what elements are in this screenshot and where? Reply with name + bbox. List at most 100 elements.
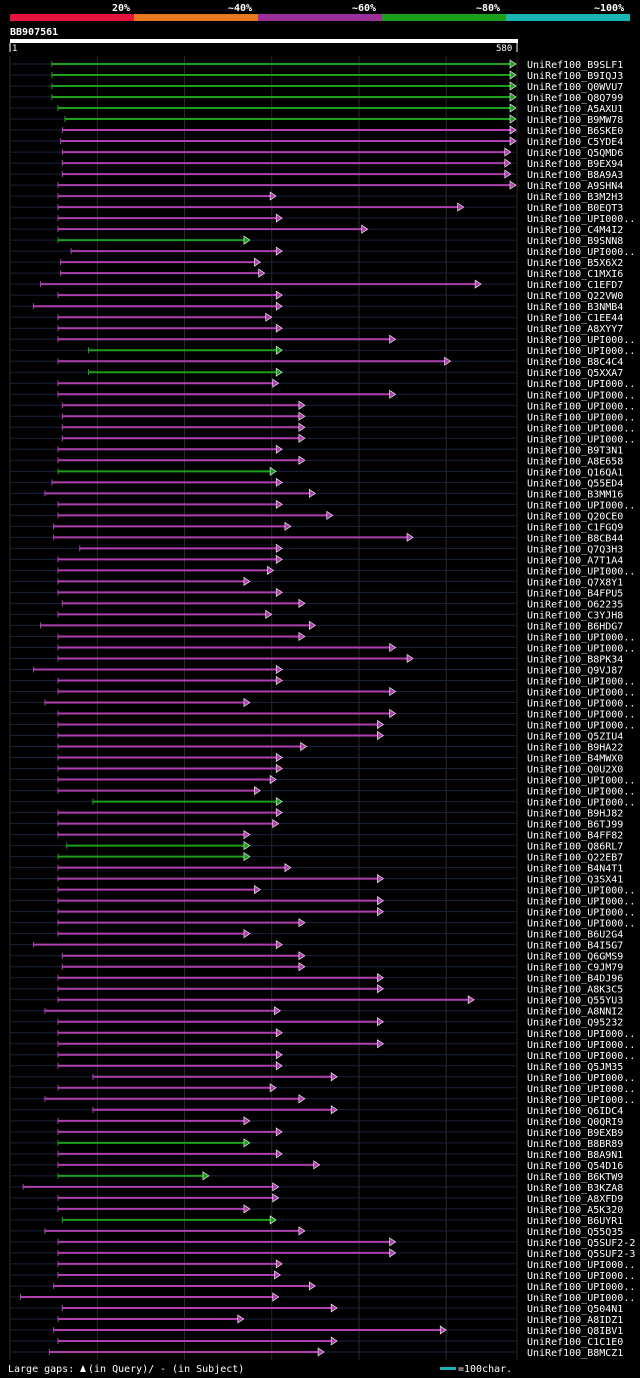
hit-name[interactable]: UniRef100_UPI000.. [527,908,635,919]
hit-row[interactable]: UniRef100_Q20CE0 [10,510,623,522]
hit-name[interactable]: UniRef100_UPI000.. [527,1271,635,1282]
hit-name[interactable]: UniRef100_C9JM79 [527,963,623,974]
hit-row[interactable]: UniRef100_B3MM16 [10,488,623,500]
hit-row[interactable]: UniRef100_Q5QMD6 [10,147,623,159]
hit-name[interactable]: UniRef100_UPI000.. [527,643,635,654]
hit-row[interactable]: UniRef100_UPI000.. [10,797,635,809]
hit-row[interactable]: UniRef100_O62235 [10,598,623,610]
hit-row[interactable]: UniRef100_Q0U2X0 [10,763,623,776]
hit-row[interactable]: UniRef100_C1C1E0 [10,1336,623,1348]
hit-row[interactable]: UniRef100_UPI000.. [10,786,635,798]
hit-row[interactable]: UniRef100_UPI000.. [10,907,635,919]
hit-name[interactable]: UniRef100_B3M2H3 [527,192,623,203]
hit-row[interactable]: UniRef100_UPI000.. [10,1039,635,1051]
hit-row[interactable]: UniRef100_B9HJ82 [10,808,623,820]
hit-name[interactable]: UniRef100_Q86RL7 [527,842,623,853]
hit-row[interactable]: UniRef100_C3YJH8 [10,609,623,621]
hit-row[interactable]: UniRef100_A8NNI2 [10,1006,623,1018]
hit-row[interactable]: UniRef100_B9HA22 [10,741,623,754]
hit-row[interactable]: UniRef100_A8E658 [10,455,623,467]
hit-name[interactable]: UniRef100_Q5QMD6 [527,148,623,159]
hit-row[interactable]: UniRef100_C9JM79 [10,962,623,974]
hit-row[interactable]: UniRef100_B8A9A3 [10,169,623,181]
hit-row[interactable]: UniRef100_UPI000.. [10,411,635,423]
hit-name[interactable]: UniRef100_Q504N1 [527,1304,623,1315]
hit-name[interactable]: UniRef100_B8BR89 [527,1139,623,1150]
hit-name[interactable]: UniRef100_B0EQT3 [527,203,623,214]
hit-name[interactable]: UniRef100_C5YDE4 [527,137,623,148]
hit-row[interactable]: UniRef100_Q6IDC4 [10,1105,623,1117]
hit-row[interactable]: UniRef100_B4FF82 [10,830,623,842]
hit-row[interactable]: UniRef100_C1FGQ9 [10,521,623,533]
hit-name[interactable]: UniRef100_UPI000.. [527,919,635,930]
hit-name[interactable]: UniRef100_O62235 [527,599,623,610]
hit-name[interactable]: UniRef100_C1EE44 [527,313,623,324]
hit-row[interactable]: UniRef100_B6KTW9 [10,1171,623,1183]
hit-name[interactable]: UniRef100_A8IDZ1 [527,1315,623,1326]
hit-row[interactable]: UniRef100_B8PK34 [10,653,623,665]
hit-name[interactable]: UniRef100_B9SLF1 [527,60,623,71]
hit-row[interactable]: UniRef100_C1EFD7 [10,279,623,291]
hit-row[interactable]: UniRef100_A8XYY7 [10,323,623,335]
hit-row[interactable]: UniRef100_UPI000.. [10,1259,635,1271]
hit-name[interactable]: UniRef100_B8PK34 [527,654,623,665]
hit-name[interactable]: UniRef100_Q8Q799 [527,93,623,104]
hit-name[interactable]: UniRef100_B3MM16 [527,489,623,500]
hit-name[interactable]: UniRef100_Q7Q3H3 [527,544,623,555]
hit-name[interactable]: UniRef100_B8A9N1 [527,1150,623,1161]
hit-row[interactable]: UniRef100_B6UYR1 [10,1215,623,1227]
hit-row[interactable]: UniRef100_B8MCZ1 [10,1347,623,1359]
hit-row[interactable]: UniRef100_UPI000.. [10,642,635,654]
hit-name[interactable]: UniRef100_Q55ED4 [527,478,623,489]
hit-row[interactable]: UniRef100_B4N4T1 [10,863,623,875]
hit-row[interactable]: UniRef100_B4DJ96 [10,973,623,985]
hit-name[interactable]: UniRef100_B3NMB4 [527,302,623,313]
hit-name[interactable]: UniRef100_C1C1E0 [527,1337,623,1348]
hit-row[interactable]: UniRef100_UPI000.. [10,896,635,908]
hit-row[interactable]: UniRef100_B9EXB9 [10,1127,623,1139]
hit-row[interactable]: UniRef100_B8CB44 [10,532,623,544]
hit-row[interactable]: UniRef100_B9MW78 [10,114,623,126]
hit-row[interactable]: UniRef100_Q5JM35 [10,1061,623,1073]
hit-name[interactable]: UniRef100_UPI000.. [527,632,635,643]
hit-name[interactable]: UniRef100_Q22VW0 [527,291,623,302]
hit-name[interactable]: UniRef100_UPI000.. [527,1040,635,1051]
hit-row[interactable]: UniRef100_A7T1A4 [10,554,623,566]
hit-row[interactable]: UniRef100_UPI000.. [10,1028,635,1040]
hit-row[interactable]: UniRef100_Q55ED4 [10,477,623,489]
hit-row[interactable]: UniRef100_B9SLF1 [10,59,623,71]
hit-name[interactable]: UniRef100_UPI000.. [527,500,635,511]
hit-row[interactable]: UniRef100_UPI000.. [10,1083,635,1095]
hit-name[interactable]: UniRef100_Q7X8Y1 [527,577,623,588]
hit-name[interactable]: UniRef100_A9SHN4 [527,181,623,192]
hit-name[interactable]: UniRef100_UPI000.. [527,886,635,897]
hit-name[interactable]: UniRef100_UPI000.. [527,787,635,798]
hit-row[interactable]: UniRef100_C4M4I2 [10,224,623,236]
hit-name[interactable]: UniRef100_UPI000.. [527,346,635,357]
hit-name[interactable]: UniRef100_Q22EB7 [527,853,623,864]
hit-row[interactable]: UniRef100_Q0QRI9 [10,1116,623,1128]
hit-row[interactable]: UniRef100_UPI000.. [10,246,635,258]
hit-name[interactable]: UniRef100_UPI000.. [527,897,635,908]
hit-name[interactable]: UniRef100_UPI000.. [527,1282,635,1293]
hit-name[interactable]: UniRef100_Q0WVU7 [527,82,623,93]
hit-name[interactable]: UniRef100_B6TJ99 [527,820,623,831]
hit-row[interactable]: UniRef100_B3M2H3 [10,191,623,203]
hit-name[interactable]: UniRef100_B9SNN8 [527,236,623,247]
hit-name[interactable]: UniRef100_A8NNI2 [527,1007,623,1018]
hit-name[interactable]: UniRef100_B8C4C4 [527,357,623,368]
hit-name[interactable]: UniRef100_UPI000.. [527,390,635,401]
hit-name[interactable]: UniRef100_A8XYY7 [527,324,623,335]
hit-name[interactable]: UniRef100_UPI000.. [527,1073,635,1084]
hit-row[interactable]: UniRef100_UPI000.. [10,499,635,511]
hit-row[interactable]: UniRef100_C1EE44 [10,312,623,324]
hit-row[interactable]: UniRef100_UPI000.. [10,918,635,930]
hit-name[interactable]: UniRef100_UPI000.. [527,676,635,687]
hit-row[interactable]: UniRef100_B9EX94 [10,158,623,170]
hit-name[interactable]: UniRef100_A5AXU1 [527,104,623,115]
hit-row[interactable]: UniRef100_UPI000.. [10,774,635,787]
hit-row[interactable]: UniRef100_B9T3N1 [10,444,623,456]
hit-name[interactable]: UniRef100_UPI000.. [527,1051,635,1062]
hit-name[interactable]: UniRef100_UPI000.. [527,434,635,445]
hit-name[interactable]: UniRef100_B9MW78 [527,115,623,126]
